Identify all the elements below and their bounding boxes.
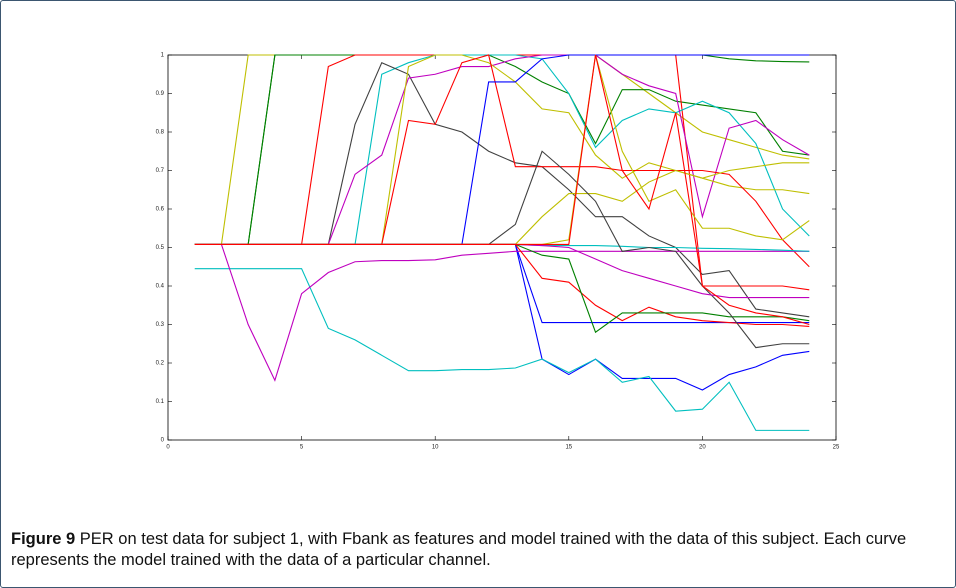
- y-tick-label: 1: [161, 53, 165, 59]
- data-line: [194, 61, 810, 318]
- chart: 0 5 10 15 20 25 0 0.1 0.2 0.3 0.4 0.5 0.6 0.7 0.8 0.9 1: [156, 53, 840, 451]
- y-tick-label: 0.6: [156, 207, 165, 213]
- data-line: [194, 243, 810, 382]
- data-line: [194, 54, 810, 245]
- data-line: [194, 54, 810, 245]
- y-tick-label: 0.8: [156, 130, 165, 136]
- data-line: [194, 54, 810, 245]
- data-line: [194, 243, 810, 252]
- x-tick-label: 20: [699, 445, 706, 451]
- data-line: [194, 54, 810, 245]
- data-line: [194, 243, 810, 391]
- y-tick-label: 0.9: [156, 91, 165, 97]
- y-tick-label: 0.4: [156, 284, 165, 290]
- y-tick-label: 0.7: [156, 168, 165, 174]
- x-tick-label: 25: [833, 445, 840, 451]
- data-line: [194, 54, 810, 245]
- y-tick-label: 0.2: [156, 361, 165, 367]
- data-line: [194, 54, 810, 326]
- data-line: [194, 162, 810, 245]
- x-tick-label: 10: [432, 445, 439, 451]
- y-tick-label: 0.1: [156, 399, 165, 405]
- data-line: [194, 243, 810, 334]
- x-tick-label: 15: [565, 445, 572, 451]
- caption-label: Figure 9: [11, 530, 76, 548]
- caption: Figure 9 PER on test data for subject 1,…: [11, 529, 946, 571]
- data-line: [194, 54, 810, 245]
- data-line: [194, 243, 810, 324]
- x-tick-label: 0: [166, 445, 170, 451]
- y-tick-label: 0.5: [156, 245, 165, 251]
- data-line: [194, 150, 810, 349]
- y-tick-label: 0: [161, 438, 165, 444]
- data-line: [194, 268, 810, 431]
- data-line: [194, 54, 810, 245]
- caption-text: PER on test data for subject 1, with Fba…: [11, 530, 907, 569]
- y-tick-label: 0.3: [156, 322, 165, 328]
- x-tick-label: 5: [300, 445, 304, 451]
- data-line: [194, 54, 810, 245]
- data-line: [194, 243, 810, 327]
